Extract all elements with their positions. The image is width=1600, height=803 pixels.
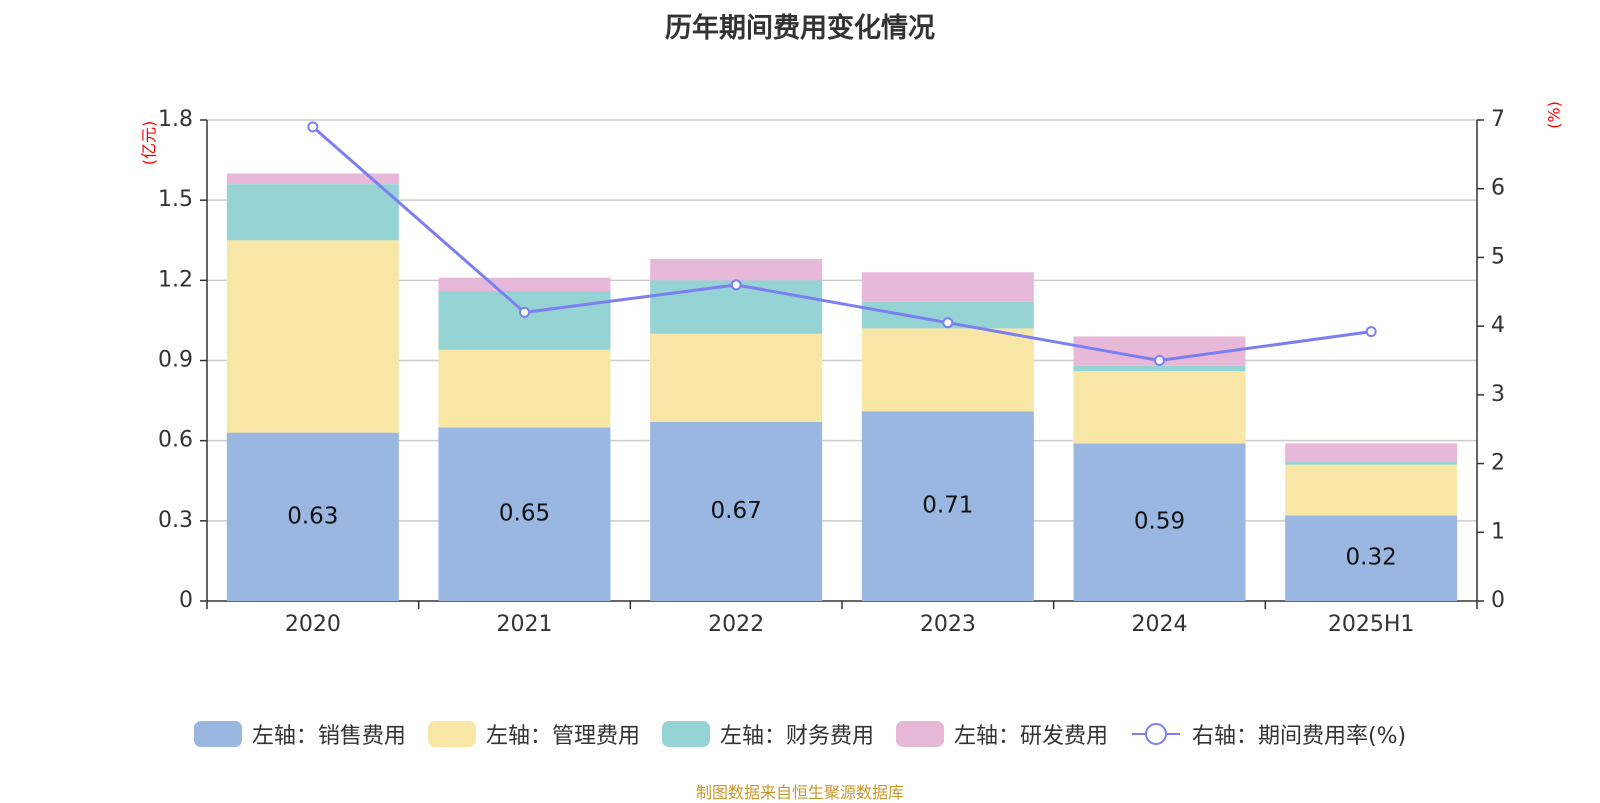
legend-label: 左轴：销售费用: [251, 724, 406, 749]
legend-swatch: [427, 721, 476, 747]
bar-segment-series-2: [861, 328, 1034, 412]
bar-segment-series-1: [226, 432, 399, 601]
bar-data-label: 0.32: [1346, 545, 1397, 571]
bar-segment-series-3: [1073, 365, 1246, 372]
left-axis-tick-label: 0.3: [158, 508, 193, 533]
left-axis-tick-label: 1.2: [158, 267, 193, 292]
bar-segment-series-4: [861, 272, 1034, 302]
right-axis-tick-label: 7: [1491, 107, 1505, 132]
right-axis-tick-label: 3: [1491, 382, 1505, 407]
bar-segment-series-1: [861, 411, 1034, 601]
right-axis-unit: (%): [1545, 101, 1564, 129]
bar-segment-series-1: [1073, 443, 1246, 601]
bar-segment-series-2: [650, 333, 823, 422]
bar-segment-series-2: [1285, 464, 1458, 516]
legend-label: 右轴：期间费用率(%): [1191, 724, 1407, 749]
legend-item: 左轴：财务费用: [661, 718, 874, 750]
right-axis-tick-label: 1: [1491, 519, 1505, 544]
bar-segment-series-2: [1073, 371, 1246, 444]
left-axis-tick-label: 1.8: [158, 107, 193, 132]
bar-segment-series-3: [438, 291, 611, 350]
legend-label: 左轴：财务费用: [719, 724, 874, 749]
bar-segment-series-4: [226, 173, 399, 185]
bar-segment-series-4: [650, 258, 823, 281]
left-axis-tick-label: 0.6: [158, 428, 193, 453]
bar-segment-series-1: [438, 427, 611, 601]
legend-swatch: [895, 721, 944, 747]
x-axis-tick-label: 2023: [920, 612, 976, 637]
bar-data-label: 0.67: [711, 498, 762, 524]
bar-data-label: 0.71: [922, 493, 973, 519]
left-axis-unit: (亿元): [140, 121, 159, 166]
x-axis-tick-label: 2025H1: [1328, 612, 1415, 637]
right-axis-tick-label: 6: [1491, 176, 1505, 201]
x-axis-tick-label: 2021: [497, 612, 553, 637]
bar-data-label: 0.63: [287, 503, 338, 529]
bar-segment-series-3: [1285, 462, 1458, 465]
left-axis-tick-label: 0.9: [158, 348, 193, 373]
legend-item: 左轴：研发费用: [895, 718, 1108, 750]
legend-swatch: [661, 721, 710, 747]
source-note: 制图数据来自恒生聚源数据库: [695, 783, 904, 802]
legend: 左轴：销售费用 左轴：管理费用 左轴：财务费用 左轴：研发费用 右轴：期间费用率(%): [0, 718, 1600, 750]
legend-label: 左轴：管理费用: [485, 724, 640, 749]
legend-label: 左轴：研发费用: [953, 724, 1108, 749]
bar-segment-series-2: [438, 349, 611, 428]
bar-data-label: 0.59: [1134, 509, 1185, 535]
rate-point: [307, 121, 319, 133]
x-axis-tick-label: 2022: [708, 612, 764, 637]
x-axis-tick-label: 2020: [285, 612, 341, 637]
legend-item: 右轴：期间费用率(%): [1130, 718, 1406, 750]
legend-line-swatch: [1131, 723, 1180, 745]
left-axis-tick-label: 0: [179, 588, 193, 613]
legend-swatch: [193, 721, 242, 747]
bar-segment-series-2: [226, 240, 399, 433]
right-axis-tick-label: 2: [1491, 451, 1505, 476]
bar-segment-series-3: [226, 184, 399, 241]
bar-segment-series-1: [650, 421, 823, 601]
bar-segment-series-4: [438, 277, 611, 292]
bar-segment-series-4: [1285, 443, 1458, 463]
legend-item: 左轴：销售费用: [193, 718, 406, 750]
rate-point: [1365, 326, 1377, 338]
bar-data-label: 0.65: [499, 501, 550, 527]
rate-point: [942, 317, 954, 329]
left-axis-tick-label: 1.5: [158, 187, 193, 212]
legend-item: 左轴：管理费用: [427, 718, 640, 750]
chart-title: 历年期间费用变化情况: [665, 13, 935, 44]
x-axis-tick-label: 2024: [1132, 612, 1188, 637]
rate-line: [311, 125, 1372, 363]
right-axis-tick-label: 5: [1491, 244, 1505, 269]
right-axis-tick-label: 4: [1491, 313, 1505, 338]
rate-point: [1154, 355, 1165, 366]
right-axis-tick-label: 0: [1491, 588, 1505, 613]
rate-point: [730, 279, 742, 291]
bar-segment-series-1: [1285, 515, 1458, 601]
rate-point: [519, 306, 530, 318]
